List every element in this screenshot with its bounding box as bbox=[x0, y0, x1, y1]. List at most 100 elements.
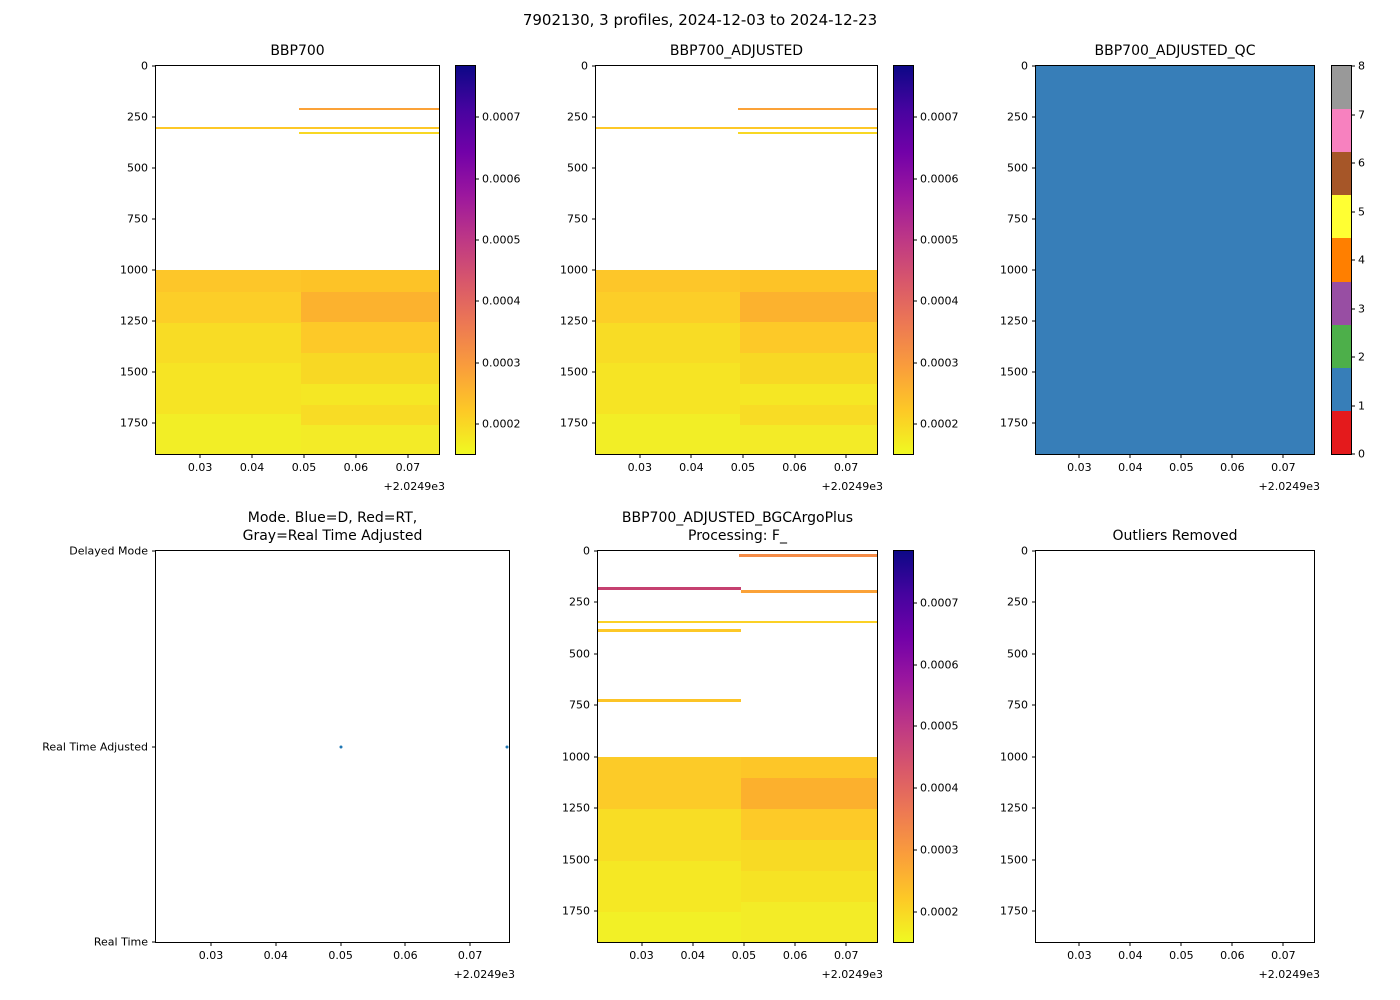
x-axis-offset-label: +2.0249e3 bbox=[453, 968, 515, 981]
colorbar-gradient bbox=[894, 551, 913, 942]
y-tick-label: 1250 bbox=[1000, 314, 1028, 328]
heatmap-cell bbox=[740, 291, 877, 323]
heatmap-cell bbox=[598, 629, 742, 633]
x-tick-mark bbox=[1180, 942, 1182, 946]
y-tick-mark bbox=[152, 746, 156, 747]
y-tick-mark bbox=[1032, 807, 1036, 809]
y-tick-mark bbox=[152, 116, 156, 118]
x-tick-mark bbox=[690, 454, 692, 458]
x-tick-mark bbox=[404, 942, 406, 946]
heatmap-cell bbox=[156, 270, 302, 292]
qc-colorbar-segment bbox=[1332, 152, 1351, 196]
colorbar-tick-label: 0.0002 bbox=[920, 905, 959, 919]
y-tick-label: 1500 bbox=[562, 853, 590, 867]
colorbar-tick-label: 2 bbox=[1358, 350, 1365, 364]
y-tick-mark bbox=[1032, 116, 1036, 118]
x-tick-mark bbox=[794, 454, 795, 458]
y-tick-label: 250 bbox=[1007, 110, 1028, 124]
y-tick-label: 250 bbox=[127, 110, 148, 124]
y-tick-mark bbox=[152, 167, 156, 169]
heatmap-cell bbox=[598, 698, 742, 702]
colorbar-tick-mark bbox=[913, 602, 917, 604]
heatmap-cell bbox=[598, 587, 742, 591]
colorbar-tick-label: 0.0006 bbox=[920, 172, 959, 186]
qc-colorbar-segment bbox=[1332, 281, 1351, 325]
y-tick-mark bbox=[1032, 910, 1036, 912]
y-tick-label: Real Time bbox=[93, 935, 148, 949]
heatmap-cell bbox=[740, 404, 877, 426]
colorbar-tick-label: 0.0004 bbox=[920, 781, 959, 795]
y-tick-mark bbox=[152, 550, 156, 552]
plot-area bbox=[156, 66, 439, 454]
heatmap-cell bbox=[298, 131, 439, 134]
y-tick-mark bbox=[594, 807, 598, 809]
y-tick-mark bbox=[592, 371, 596, 373]
qc-colorbar-segment bbox=[1332, 367, 1351, 411]
subplot-title-bbp700-adjusted: BBP700_ADJUSTED bbox=[669, 42, 804, 59]
y-tick-mark bbox=[1032, 601, 1036, 603]
heatmap-cell bbox=[741, 778, 877, 810]
y-tick-label: 0 bbox=[583, 544, 590, 558]
y-tick-label: 500 bbox=[127, 161, 148, 175]
heatmap-cell bbox=[301, 352, 439, 384]
colorbar-tick-label: 0.0006 bbox=[920, 658, 959, 672]
heatmap-cell bbox=[737, 131, 877, 134]
x-tick-label: 0.05 bbox=[730, 461, 756, 474]
y-tick-label: 1500 bbox=[560, 365, 588, 379]
colorbar-tick-mark bbox=[475, 239, 479, 241]
colorbar-tick-mark bbox=[1351, 114, 1355, 115]
heatmap-cell bbox=[156, 127, 439, 130]
colorbar-tick-mark bbox=[1351, 162, 1355, 164]
x-tick-label: 0.05 bbox=[1169, 949, 1194, 962]
colorbar-tick-mark bbox=[1351, 65, 1355, 67]
y-tick-mark bbox=[152, 218, 156, 220]
heatmap-cell bbox=[740, 352, 877, 384]
x-tick-mark bbox=[794, 942, 796, 946]
axes-mode: Mode. Blue=D, Red=RT, Gray=Real Time Adj… bbox=[42, 510, 515, 981]
y-tick-mark bbox=[592, 167, 596, 169]
y-tick-mark bbox=[1032, 218, 1036, 220]
plot-area bbox=[596, 66, 877, 454]
subplot-title-mode: Mode. Blue=D, Red=RT, Gray=Real Time Adj… bbox=[242, 510, 423, 544]
heatmap-cell bbox=[598, 809, 742, 861]
heatmap-cell bbox=[298, 107, 439, 111]
y-tick-label: 1000 bbox=[1000, 263, 1028, 277]
heatmap-cell bbox=[596, 291, 741, 324]
heatmap-cell bbox=[598, 912, 742, 942]
x-tick-mark bbox=[199, 454, 201, 458]
x-tick-label: 0.06 bbox=[1220, 461, 1245, 474]
y-tick-mark bbox=[1032, 859, 1036, 861]
x-tick-label: 0.07 bbox=[834, 949, 859, 962]
x-tick-mark bbox=[639, 454, 641, 458]
heatmap-cell bbox=[740, 425, 877, 454]
heatmap-cell bbox=[598, 620, 877, 624]
heatmap-cell bbox=[741, 809, 877, 841]
axes-outliers-removed: Outliers Removed 0.03 0.04 0.05 0.06 0.07 +2.… bbox=[1000, 528, 1320, 982]
heatmap-cell bbox=[156, 323, 302, 364]
figure-title: 7902130, 3 profiles, 2024-12-03 to 2024-… bbox=[522, 11, 878, 29]
colorbar-tick-label: 0.0007 bbox=[920, 596, 959, 610]
x-tick-mark bbox=[742, 454, 744, 458]
colorbar-tick-label: 7 bbox=[1358, 108, 1365, 121]
y-tick-mark bbox=[1032, 320, 1036, 322]
x-tick-label: 0.04 bbox=[680, 949, 705, 962]
y-tick-label: 500 bbox=[1007, 647, 1028, 661]
heatmap-cell bbox=[301, 383, 439, 405]
x-tick-label: 0.03 bbox=[1067, 949, 1092, 962]
y-tick-mark bbox=[594, 653, 598, 655]
plot-area bbox=[156, 551, 509, 942]
colorbar-tick-mark bbox=[1351, 356, 1355, 358]
qc-colorbar-segment bbox=[1332, 410, 1351, 454]
colorbar-tick-mark bbox=[913, 362, 917, 364]
x-tick-mark bbox=[1129, 942, 1131, 946]
y-tick-label: 750 bbox=[127, 212, 148, 226]
y-tick-label: 1750 bbox=[1000, 904, 1028, 918]
colorbar-tick-mark bbox=[475, 178, 479, 180]
y-tick-mark bbox=[1032, 269, 1036, 271]
y-tick-label: 1750 bbox=[120, 416, 148, 430]
axes-bbp700-adjusted-qc: BBP700_ADJUSTED_QC 0.03 0.04 0.05 0.06 0.07 +… bbox=[1000, 43, 1320, 494]
x-tick-mark bbox=[407, 454, 409, 458]
x-tick-mark bbox=[340, 942, 342, 946]
y-tick-mark bbox=[1032, 756, 1036, 758]
x-tick-mark bbox=[251, 454, 253, 458]
